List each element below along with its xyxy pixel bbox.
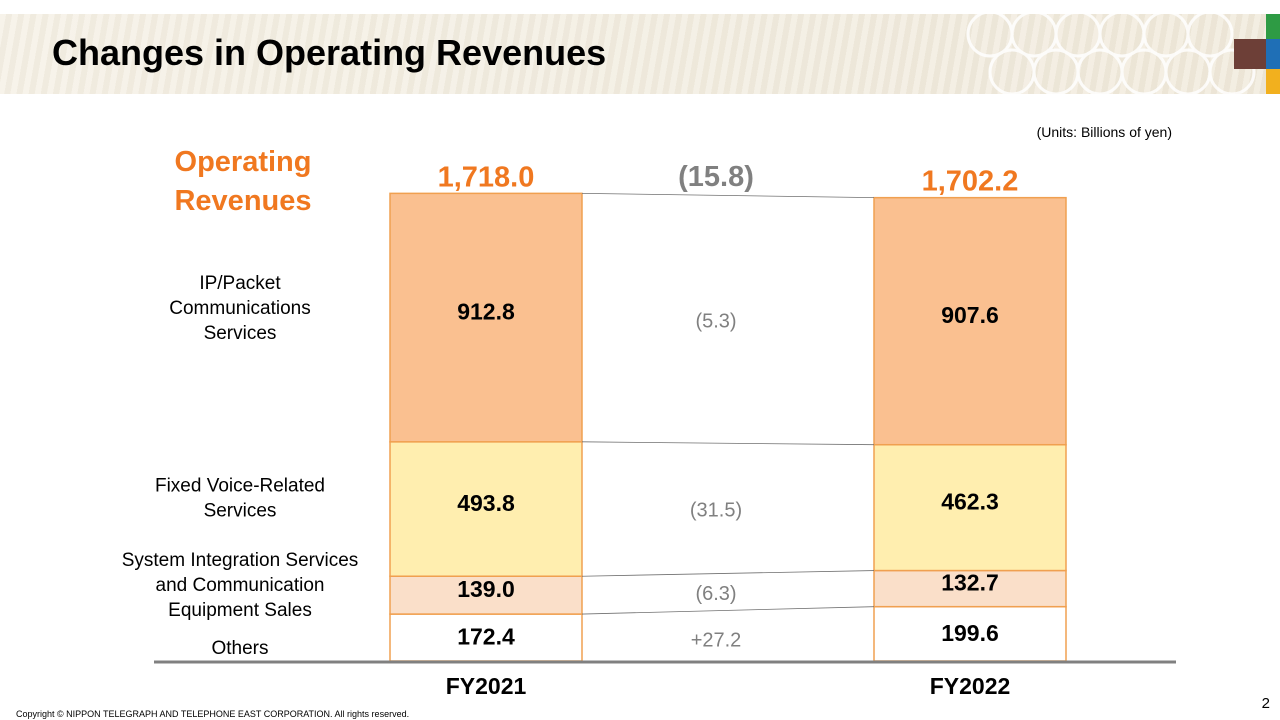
- series-name-3: Fixed Voice-Related Services: [155, 476, 325, 522]
- brand-logo-brown: [1234, 39, 1266, 69]
- brand-logo-blue: [1266, 39, 1280, 69]
- series-name-line: Communications: [169, 298, 311, 319]
- series-name-line: and Communication: [156, 575, 325, 596]
- value-label-4-fy2022: 907.6: [941, 302, 999, 328]
- series-name-line: Services: [204, 323, 277, 344]
- value-label-2-fy2021: 139.0: [457, 576, 515, 602]
- total-header-line1: Operating: [175, 146, 312, 178]
- change-label-2: (6.3): [695, 583, 736, 605]
- connector-line-2: [581, 570, 875, 577]
- series-name-line: Fixed Voice-Related: [155, 476, 325, 497]
- value-label-1-fy2022: 199.6: [941, 620, 999, 646]
- bar-segment-4-fy2022: [873, 196, 1067, 446]
- connector-line-3: [581, 441, 875, 446]
- category-label-fy2022: FY2022: [930, 673, 1011, 699]
- series-name-line: Services: [204, 501, 277, 522]
- series-name-4: IP/Packet Communications Services: [169, 273, 311, 344]
- category-label-fy2021: FY2021: [446, 673, 527, 699]
- value-label-2-fy2022: 132.7: [941, 570, 999, 596]
- units-note: (Units: Billions of yen): [1036, 124, 1172, 140]
- brand-logo-green: [1266, 14, 1280, 39]
- series-name-line: Equipment Sales: [168, 600, 312, 621]
- page-title: Changes in Operating Revenues: [52, 32, 607, 73]
- bar-segment-1-fy2021: [389, 613, 583, 662]
- bar-segment-3-fy2022: [873, 443, 1067, 572]
- series-name-line: IP/Packet: [199, 273, 281, 294]
- total-label-fy2021: 1,718.0: [438, 161, 535, 193]
- series-name-line: System Integration Services: [122, 550, 359, 571]
- series-name-1: Others: [211, 638, 268, 659]
- series-name-line: Others: [211, 638, 268, 659]
- brand-logo-yellow: [1266, 69, 1280, 94]
- copyright: Copyright © NIPPON TELEGRAPH AND TELEPHO…: [16, 709, 410, 719]
- value-label-3-fy2022: 462.3: [941, 489, 999, 515]
- value-label-1-fy2021: 172.4: [457, 624, 515, 650]
- bar-segment-3-fy2021: [389, 441, 583, 577]
- header-pattern: [966, 14, 1256, 94]
- series-name-2: System Integration Services and Communica…: [122, 550, 359, 621]
- page-number: 2: [1261, 695, 1270, 712]
- change-label-3: (31.5): [690, 499, 742, 521]
- total-label-fy2022: 1,702.2: [922, 166, 1019, 198]
- connector-line-1: [581, 606, 875, 615]
- value-label-4-fy2021: 912.8: [457, 299, 515, 325]
- connector-line-4: [581, 192, 875, 199]
- total-change-label: (15.8): [678, 161, 754, 193]
- total-header-line2: Revenues: [174, 185, 311, 217]
- change-label-4: (5.3): [695, 310, 736, 332]
- bar-segment-4-fy2021: [389, 192, 583, 443]
- value-label-3-fy2021: 493.8: [457, 490, 515, 516]
- change-label-1: +27.2: [691, 630, 742, 652]
